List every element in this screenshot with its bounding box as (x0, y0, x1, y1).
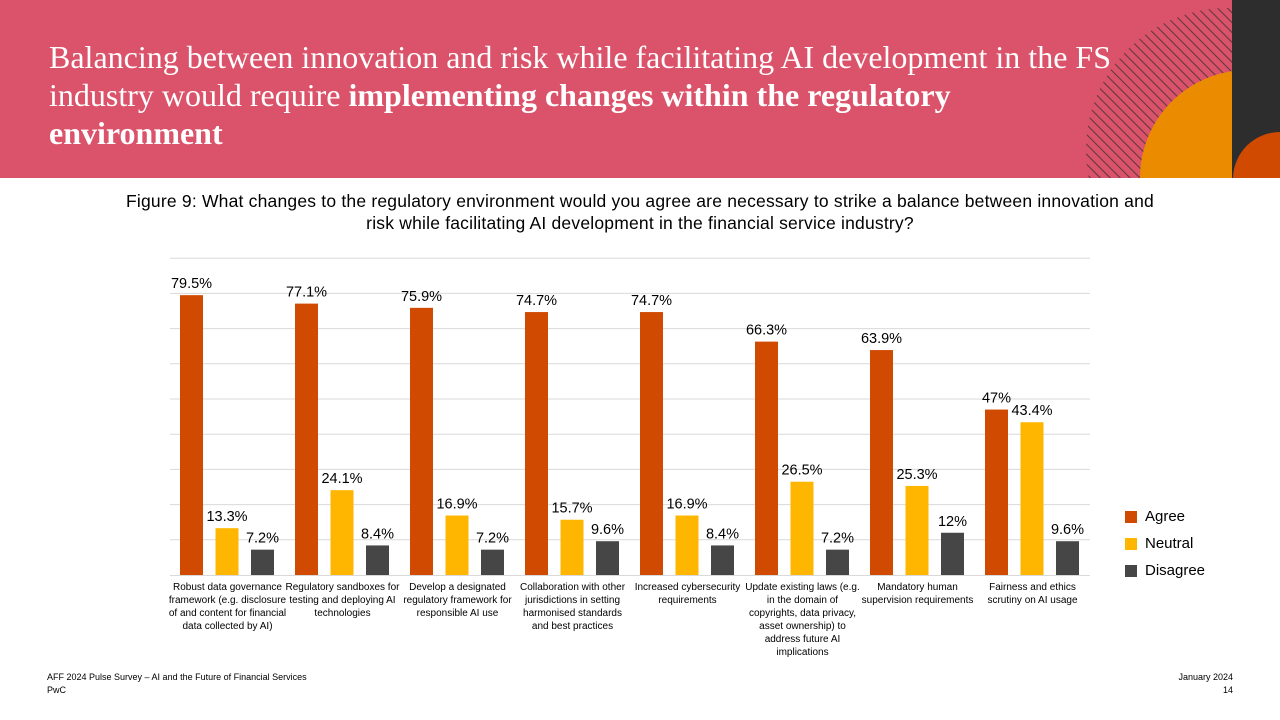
data-label-disagree: 9.6% (1051, 522, 1084, 538)
data-label-agree: 77.1% (286, 285, 327, 301)
data-label-agree: 79.5% (171, 276, 212, 292)
category-label: Update existing laws (e.g. in the domain… (745, 582, 860, 658)
figure-caption: Figure 9: What changes to the regulatory… (126, 191, 1154, 233)
data-label-neutral: 13.3% (206, 509, 247, 525)
data-label-neutral: 16.9% (666, 497, 707, 513)
legend-item-disagree: Disagree (1125, 557, 1205, 584)
bar-disagree (251, 549, 274, 575)
data-label-agree: 74.7% (631, 293, 672, 309)
legend-label-agree: Agree (1145, 508, 1186, 525)
data-label-neutral: 25.3% (896, 467, 937, 483)
data-label-disagree: 12% (938, 514, 967, 530)
legend-item-neutral: Neutral (1125, 530, 1205, 557)
category-label: Collaboration with other jurisdictions i… (519, 582, 626, 632)
legend-swatch-neutral (1125, 537, 1137, 550)
bar-agree (640, 312, 663, 575)
data-label-disagree: 8.4% (706, 526, 739, 542)
bar-agree (295, 303, 318, 575)
bar-neutral (445, 515, 469, 575)
bar-disagree (481, 549, 504, 575)
data-label-disagree: 8.4% (361, 526, 394, 542)
category-label: Fairness and ethics scrutiny on AI usage (987, 582, 1078, 606)
footer-left: AFF 2024 Pulse Survey – AI and the Futur… (47, 671, 307, 697)
legend-label-neutral: Neutral (1145, 535, 1194, 552)
bar-disagree (711, 545, 734, 575)
category-label: Mandatory human supervision requirements (861, 582, 974, 606)
decorative-graphic (1086, 0, 1280, 178)
data-label-agree: 63.9% (861, 331, 902, 347)
data-label-agree: 75.9% (401, 289, 442, 305)
category-label: Regulatory sandboxes for testing and dep… (285, 582, 400, 619)
footer-right: January 2024 14 (1178, 671, 1233, 697)
category-label: Develop a designated regulatory framewor… (403, 582, 512, 619)
data-label-agree: 47% (982, 391, 1011, 407)
data-label-neutral: 43.4% (1011, 403, 1052, 419)
legend-item-agree: Agree (1125, 503, 1205, 530)
bar-disagree (366, 545, 389, 575)
bar-neutral (1020, 422, 1044, 575)
data-label-disagree: 7.2% (476, 531, 509, 547)
bar-agree (525, 312, 548, 575)
title-bold-text: implementing changes within the regulato… (49, 77, 951, 151)
bar-agree (985, 409, 1008, 575)
bar-disagree (826, 549, 849, 575)
legend-swatch-disagree (1125, 564, 1137, 577)
data-label-neutral: 16.9% (436, 497, 477, 513)
bar-neutral (560, 519, 584, 575)
category-label: Increased cybersecurity requirements (634, 582, 741, 606)
data-label-neutral: 15.7% (551, 501, 592, 517)
bar-agree (180, 295, 203, 575)
bar-neutral (675, 515, 699, 575)
bar-disagree (941, 532, 964, 575)
footer-company: PwC (47, 685, 67, 695)
bar-neutral (215, 528, 239, 575)
data-label-disagree: 7.2% (821, 531, 854, 547)
data-label-disagree: 9.6% (591, 522, 624, 538)
category-label: Robust data governance framework (e.g. d… (168, 582, 287, 632)
chart-legend: Agree Neutral Disagree (1125, 503, 1205, 584)
bar-neutral (790, 481, 814, 575)
bar-neutral (905, 485, 929, 575)
data-label-agree: 74.7% (516, 293, 557, 309)
bar-agree (870, 350, 893, 575)
footer-date: January 2024 (1178, 672, 1233, 682)
header-banner: Balancing between innovation and risk wh… (0, 0, 1280, 178)
data-label-agree: 66.3% (746, 323, 787, 339)
bar-agree (410, 307, 433, 575)
page-number: 14 (1222, 685, 1233, 695)
bar-disagree (1056, 541, 1079, 575)
data-label-neutral: 26.5% (781, 463, 822, 479)
red-quarter-circle (1233, 132, 1280, 178)
page-title: Balancing between innovation and risk wh… (49, 38, 1129, 152)
footer-survey-name: AFF 2024 Pulse Survey – AI and the Futur… (47, 672, 307, 682)
bar-disagree (596, 541, 619, 575)
title-regular-text: Balancing between innovation and risk wh… (49, 39, 1111, 113)
bar-agree (755, 341, 778, 575)
data-label-disagree: 7.2% (246, 531, 279, 547)
bar-neutral (330, 490, 354, 575)
legend-swatch-agree (1125, 510, 1137, 523)
legend-label-disagree: Disagree (1145, 562, 1206, 579)
data-label-neutral: 24.1% (321, 471, 362, 487)
